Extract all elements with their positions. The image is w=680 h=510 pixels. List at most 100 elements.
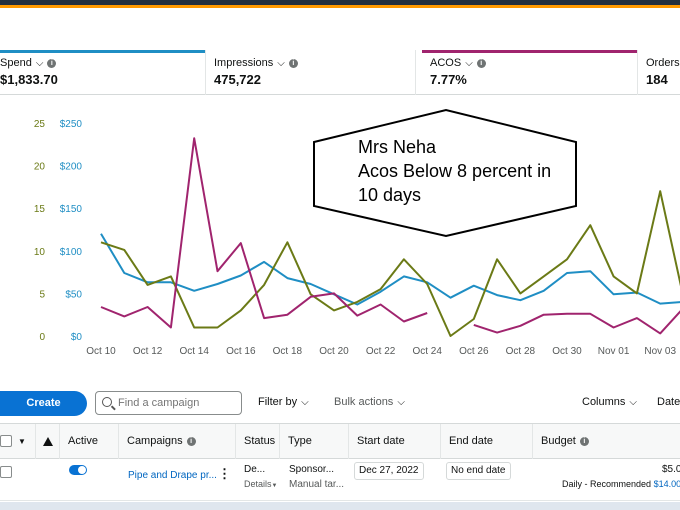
campaign-name-link[interactable]: Pipe and Drape pr... (128, 470, 217, 481)
select-column: ▼ (0, 424, 36, 459)
chevron-down-icon[interactable]: ⌵ (465, 58, 473, 69)
column-type-label: Type (288, 435, 312, 447)
chevron-down-icon: ⌵ (629, 397, 637, 408)
metric-spend[interactable]: Spend ⌵ i $1,833.70 (0, 50, 206, 95)
y-tick-left: 15 (34, 204, 46, 215)
metric-impressions-label: Impressions (214, 57, 274, 69)
metric-acos[interactable]: ACOS ⌵ i 7.77% (422, 50, 638, 95)
bulk-actions-label: Bulk actions (334, 396, 394, 408)
column-start-date-label: Start date (357, 435, 405, 447)
x-tick-label: Oct 18 (273, 346, 303, 357)
budget-recommended-link[interactable]: $14.00 (653, 479, 680, 489)
callout-line-2: Acos Below 8 percent in (358, 161, 552, 181)
x-tick-label: Oct 10 (86, 346, 116, 357)
budget-value[interactable]: $5.0 (662, 464, 680, 475)
info-icon[interactable]: i (476, 59, 486, 68)
column-budget[interactable]: Budget i (533, 424, 680, 459)
column-status-label: Status (244, 435, 276, 447)
info-icon[interactable]: i (186, 437, 196, 446)
column-active-label: Active (68, 435, 98, 447)
column-campaigns[interactable]: Campaigns i (119, 424, 236, 459)
row-checkbox[interactable] (0, 466, 12, 478)
chevron-down-icon: ⌵ (301, 397, 309, 408)
y-tick-right: $200 (60, 162, 83, 173)
warning-icon (43, 437, 53, 446)
filter-by-label: Filter by (258, 396, 298, 408)
type-text: Sponsor... (289, 464, 335, 475)
column-end-date[interactable]: End date (441, 424, 533, 459)
info-icon[interactable]: i (47, 59, 57, 68)
select-all-checkbox[interactable] (0, 435, 12, 447)
series-line-2-1 (473, 310, 680, 335)
status-text: De... (244, 464, 266, 475)
chevron-down-icon[interactable]: ⌵ (35, 58, 44, 69)
row-kebab-icon[interactable]: ⋮ (218, 466, 231, 481)
start-date-field[interactable]: Dec 27, 2022 (354, 462, 424, 480)
status-details-link[interactable]: Details▼ (244, 479, 277, 489)
bottom-taskbar-strip (0, 502, 680, 510)
x-tick-label: Oct 30 (552, 346, 582, 357)
metric-acos-value: 7.77% (430, 72, 467, 87)
top-nav-accent (0, 5, 680, 8)
campaign-toolbar: Create campaign Filter by⌵ Bulk actions⌵… (0, 388, 680, 434)
info-icon[interactable]: i (288, 59, 298, 68)
select-chevron-icon[interactable]: ▼ (18, 437, 26, 446)
column-start-date[interactable]: Start date (349, 424, 441, 459)
create-campaign-button[interactable]: Create campaign (0, 391, 87, 434)
metric-orders[interactable]: Orders 184 (638, 50, 680, 95)
column-status[interactable]: Status (236, 424, 280, 459)
x-tick-label: Oct 20 (319, 346, 349, 357)
x-tick-label: Oct 12 (133, 346, 163, 357)
column-type[interactable]: Type (280, 424, 349, 459)
callout-text: Mrs Neha Acos Below 8 percent in 10 days (358, 135, 551, 207)
metric-spend-value: $1,833.70 (0, 72, 58, 87)
callout-bubble (313, 108, 577, 238)
series-line-0-0 (100, 233, 680, 306)
metric-impressions[interactable]: Impressions ⌵ i 475,722 (206, 50, 416, 95)
chevron-down-icon[interactable]: ⌵ (277, 58, 285, 69)
y-tick-right: $50 (65, 289, 82, 300)
callout-line-1: Mrs Neha (358, 137, 437, 157)
date-range-dropdown[interactable]: Date (657, 396, 680, 408)
x-tick-label: Oct 16 (226, 346, 256, 357)
column-campaigns-label: Campaigns (127, 435, 183, 447)
columns-dropdown[interactable]: Columns ⌵ (582, 396, 637, 408)
x-tick-label: Nov 03 (644, 346, 676, 357)
info-icon[interactable]: i (579, 437, 589, 446)
column-active[interactable]: Active (60, 424, 119, 459)
column-budget-label: Budget (541, 435, 576, 447)
columns-label: Columns (582, 396, 626, 408)
warning-column (36, 424, 60, 459)
y-tick-right: $0 (71, 332, 83, 343)
budget-note: Daily - Recommended (562, 479, 652, 489)
series-line-1-0 (100, 190, 680, 337)
bulk-actions-dropdown[interactable]: Bulk actions ⌵ (334, 396, 405, 408)
x-tick-label: Oct 22 (366, 346, 396, 357)
y-tick-right: $250 (60, 119, 83, 130)
series-line-2-0 (100, 137, 428, 329)
filter-by-dropdown[interactable]: Filter by ⌵ (258, 396, 309, 408)
search-input[interactable] (118, 395, 236, 411)
caret-down-icon: ▼ (271, 483, 278, 489)
search-box[interactable] (95, 391, 242, 415)
y-tick-left: 5 (39, 289, 45, 300)
targeting-text: Manual tar... (289, 479, 345, 490)
status-details-label: Details (244, 479, 272, 489)
end-date-field[interactable]: No end date (446, 462, 511, 480)
metric-orders-label: Orders (646, 57, 680, 69)
table-row: Pipe and Drape pr... ⋮ De... Details▼ Sp… (0, 459, 680, 501)
x-tick-label: Oct 28 (506, 346, 536, 357)
date-range-label: Date (657, 396, 680, 408)
metric-impressions-value: 475,722 (214, 72, 261, 87)
metric-orders-value: 184 (646, 72, 668, 87)
y-tick-left: 20 (34, 162, 46, 173)
y-tick-left: 10 (34, 247, 46, 258)
budget-recommendation: Daily - Recommended $14.00 (562, 479, 680, 489)
y-tick-right: $150 (60, 204, 83, 215)
y-tick-left: 25 (34, 119, 46, 130)
x-tick-label: Nov 01 (598, 346, 630, 357)
active-toggle[interactable] (69, 465, 87, 475)
x-tick-label: Oct 14 (179, 346, 209, 357)
x-tick-label: Oct 24 (412, 346, 442, 357)
